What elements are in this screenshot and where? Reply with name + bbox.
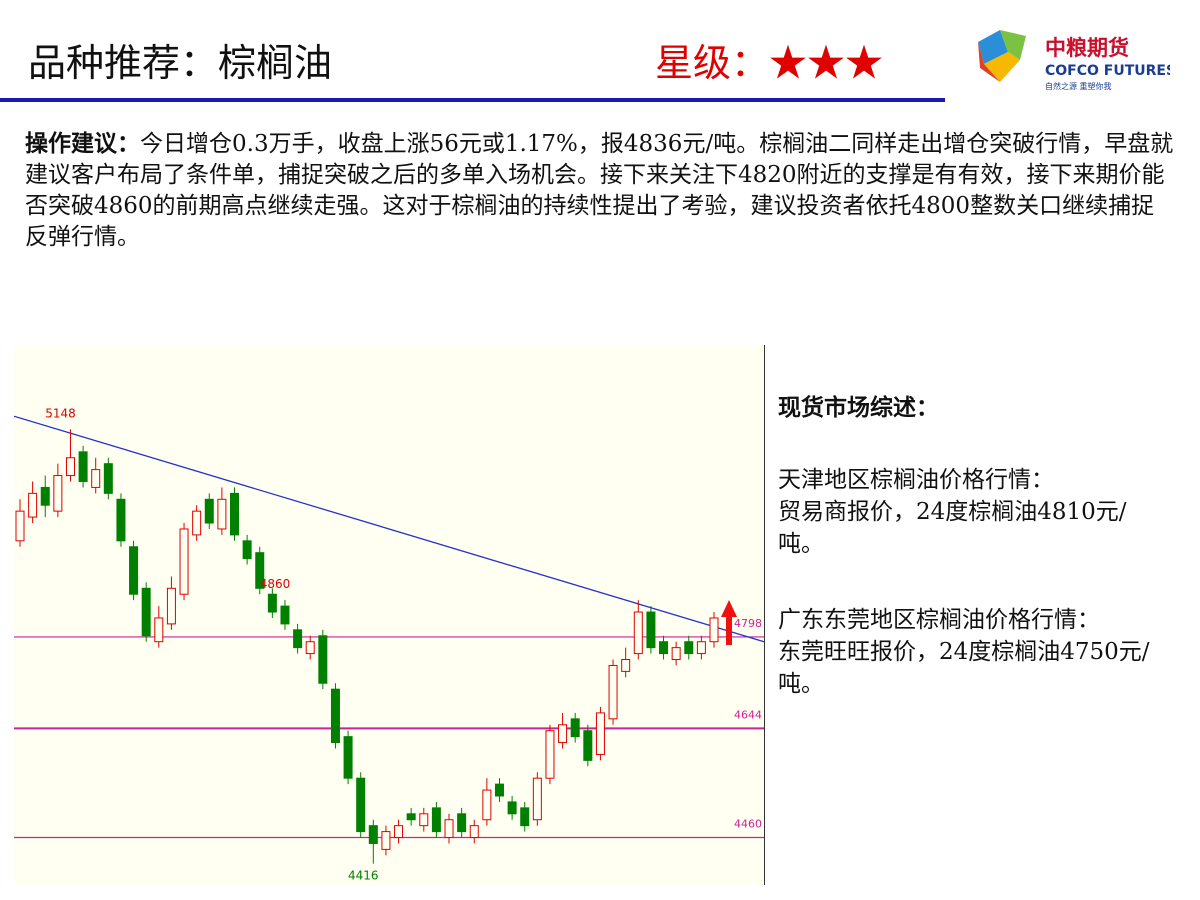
candle-body	[545, 730, 555, 779]
candle-body	[444, 819, 454, 839]
spot-quote: 东莞旺旺报价，24度棕榈油4750元/吨。	[778, 639, 1150, 697]
advice-text: 今日增仓0.3万手，收盘上涨56元或1.17%，报4836元/吨。棕榈油二同样走…	[25, 131, 1174, 250]
candle-body	[431, 807, 441, 833]
candle-body	[40, 486, 50, 506]
logo-cube	[978, 42, 1000, 82]
candle-body	[204, 498, 214, 524]
candle-body	[684, 641, 694, 655]
candle-body	[192, 510, 202, 536]
candle-body	[343, 736, 353, 779]
candle-body	[154, 617, 164, 643]
spot-title: 现货市场综述：	[778, 394, 939, 421]
candle-body	[305, 641, 315, 655]
candle-body	[15, 510, 25, 542]
level-label: 4798	[734, 617, 762, 630]
candle-body	[381, 831, 391, 850]
candle-body	[103, 463, 113, 494]
candlestick-chart: 4798 4644 4460 5148 4860 4416	[14, 345, 765, 885]
level-label: 4460	[734, 818, 762, 831]
candle-body	[633, 611, 643, 655]
logo-en: COFCO FUTURES	[1045, 63, 1170, 79]
candle-body	[217, 498, 227, 530]
candle-body	[318, 635, 328, 684]
candle-body	[671, 647, 681, 661]
candle-body	[129, 546, 139, 595]
logo-cn: 中粮期货	[1045, 36, 1129, 60]
candle-body	[28, 492, 38, 518]
candle-body	[595, 712, 605, 755]
breakout-arrow	[721, 600, 737, 645]
candle-body	[91, 469, 101, 488]
candle-body	[356, 777, 366, 833]
candle-body	[116, 498, 126, 542]
candle-body	[621, 659, 631, 672]
candle-body	[267, 593, 277, 613]
candle-body	[558, 724, 568, 744]
slide-title: 品种推荐：棕榈油	[28, 41, 333, 85]
extreme-label: 4416	[348, 869, 379, 883]
candle-body	[507, 801, 517, 815]
candle-body	[457, 813, 467, 833]
candle-body	[570, 718, 580, 738]
candle-body	[520, 807, 530, 827]
trendline	[14, 415, 765, 643]
candle-body	[230, 492, 240, 536]
spot-region: 天津地区棕榈油价格行情：	[778, 467, 1054, 493]
logo: 中粮期货 COFCO FUTURES 自然之源 重塑你我	[978, 30, 1170, 91]
candle-body	[494, 783, 504, 797]
rating: 星级：★★★	[655, 41, 884, 85]
candle-body	[280, 605, 290, 625]
logo-cube	[978, 30, 1008, 64]
candle-body	[709, 617, 719, 643]
level-label: 4644	[734, 708, 762, 721]
candle-body	[583, 730, 593, 761]
candle-body	[242, 540, 252, 560]
candle-body	[141, 587, 151, 637]
candle-body	[469, 825, 479, 839]
logo-slogan: 自然之源 重塑你我	[1045, 81, 1112, 91]
candle-body	[394, 825, 404, 839]
candle-body	[293, 629, 303, 649]
candle-body	[78, 451, 88, 482]
candle-body	[532, 777, 542, 821]
logo-cube	[1000, 30, 1026, 60]
logo-cube	[984, 52, 1020, 82]
candle-body	[53, 475, 63, 512]
spot-region: 广东东莞地区棕榈油价格行情：	[778, 607, 1100, 633]
candle-body	[659, 641, 669, 655]
candle-body	[255, 552, 265, 589]
candle-body	[179, 528, 189, 595]
candle-body	[330, 688, 340, 744]
candle-body	[482, 789, 492, 821]
header-rule	[0, 98, 945, 102]
advice: 操作建议：今日增仓0.3万手，收盘上涨56元或1.17%，报4836元/吨。棕榈…	[25, 128, 1175, 253]
candle-body	[696, 641, 706, 655]
candle-body	[646, 611, 656, 649]
candle-body	[368, 825, 378, 844]
advice-label: 操作建议：	[25, 130, 140, 157]
candle-body	[65, 457, 75, 477]
candle-body	[608, 664, 618, 720]
candle-body	[166, 587, 176, 625]
candle-body	[419, 813, 429, 827]
spot-quote: 贸易商报价，24度棕榈油4810元/吨。	[778, 499, 1127, 557]
extreme-label: 5148	[45, 406, 76, 420]
spot-summary: 现货市场综述： 天津地区棕榈油价格行情： 贸易商报价，24度棕榈油4810元/吨…	[778, 392, 1170, 716]
extreme-label: 4860	[260, 577, 291, 591]
candle-body	[406, 813, 416, 821]
